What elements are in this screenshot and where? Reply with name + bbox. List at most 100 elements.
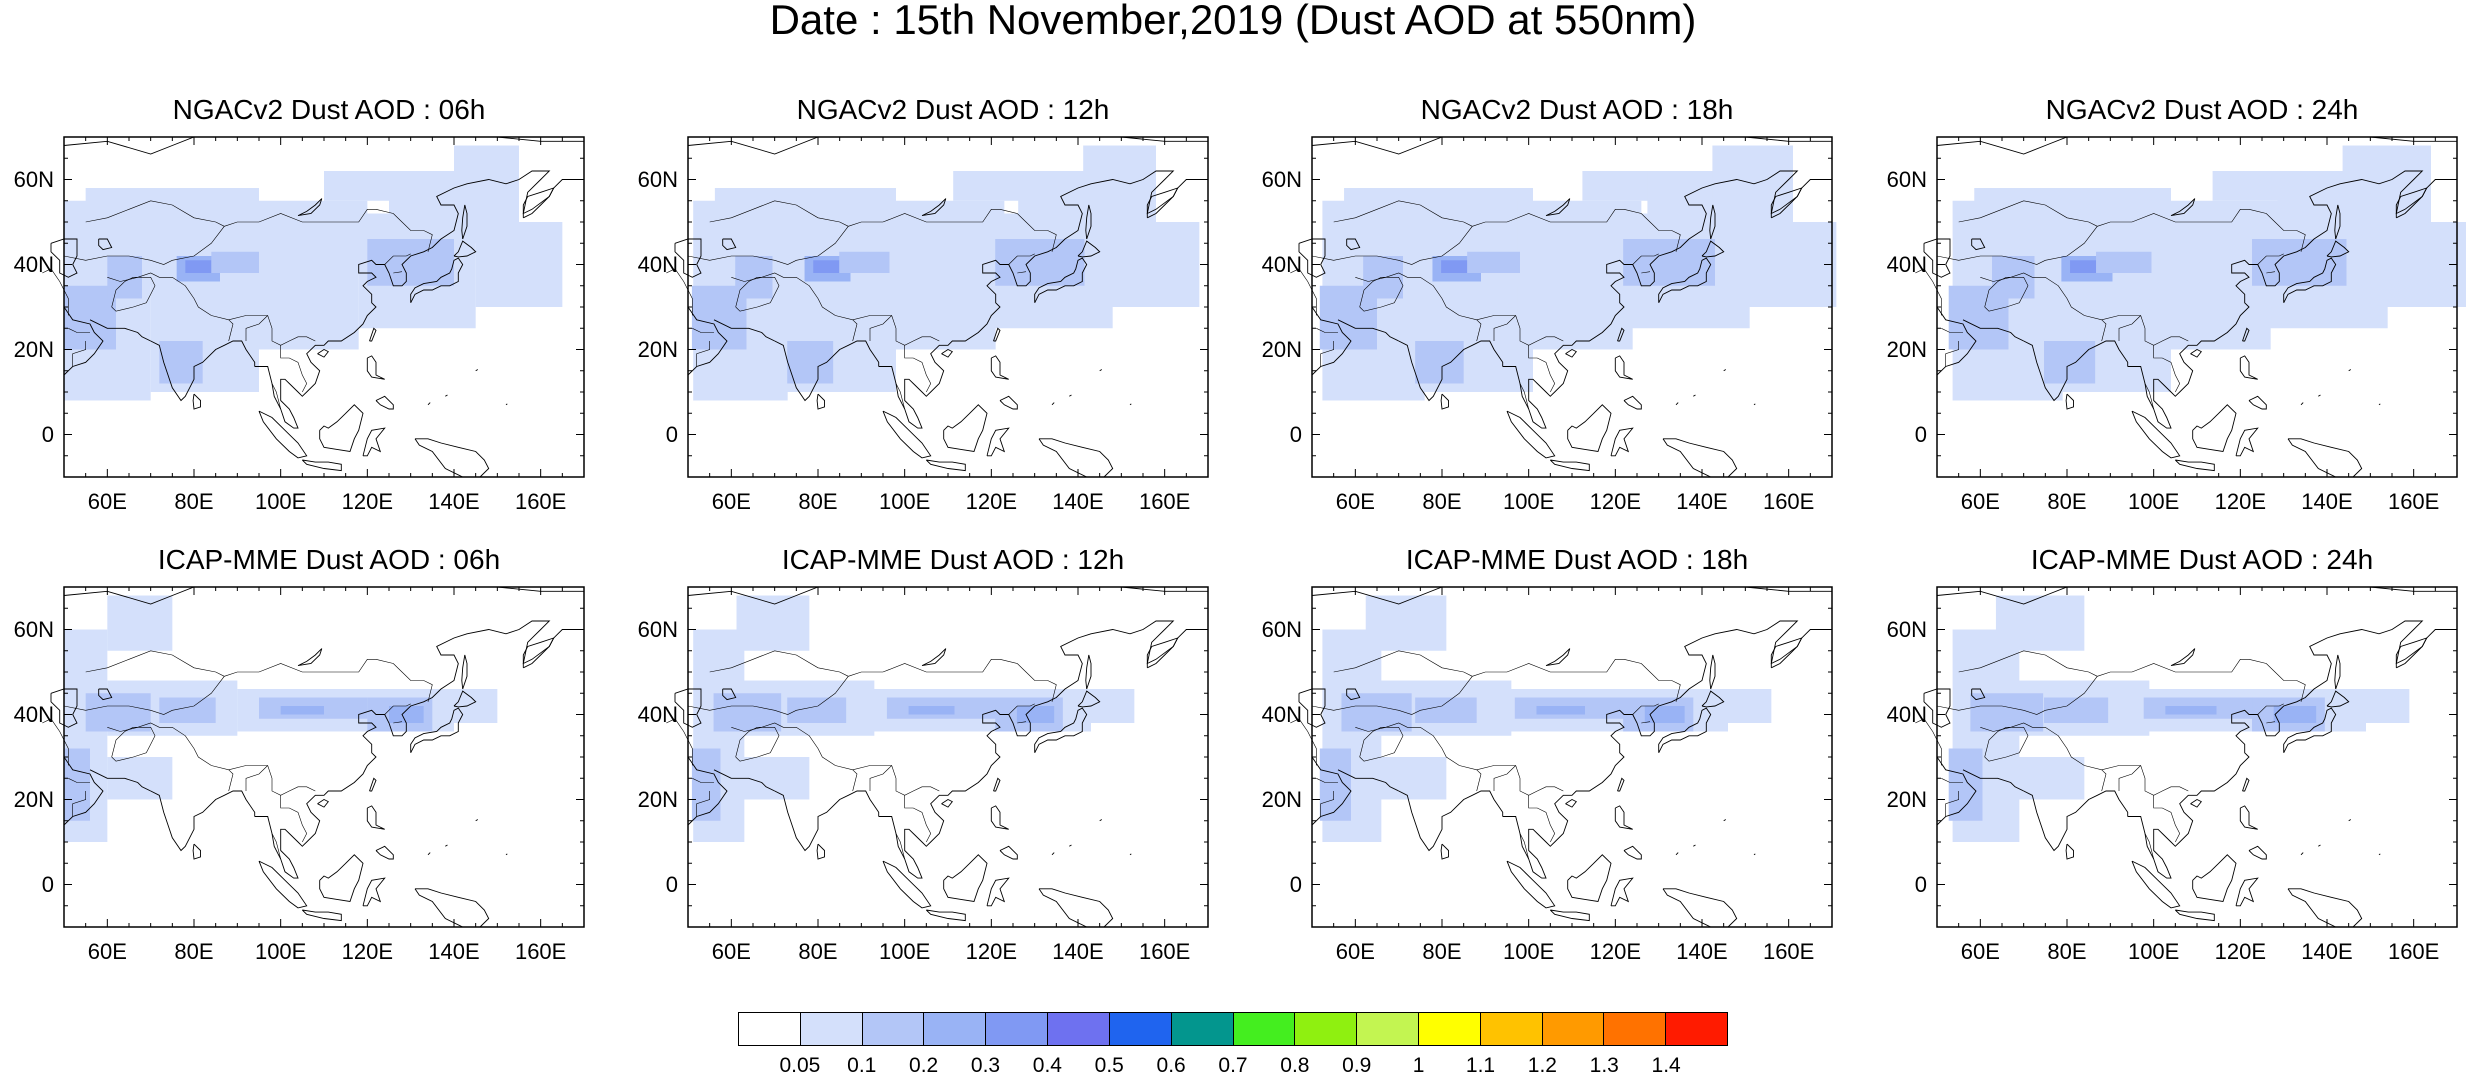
country-border: [1641, 721, 1651, 724]
longitude-label: 160E: [514, 489, 567, 514]
latitude-label: 20N: [1886, 786, 1927, 812]
coastline: [2131, 410, 2181, 459]
country-border: [1333, 650, 1473, 677]
country-border: [1528, 795, 1556, 843]
longitude-label: 140E: [1676, 489, 1728, 514]
country-border: [1980, 272, 2189, 346]
coastline: [2334, 204, 2341, 240]
longitude-label: 160E: [2387, 939, 2440, 964]
longitude-label: 100E: [1502, 489, 1555, 514]
country-border: [904, 345, 932, 393]
country-border: [1359, 277, 1404, 312]
coastline: [1398, 340, 1504, 402]
map-panel: NGACv2 Dust AOD : 12h 60N 40N 20N 0 60E 80E 100…: [638, 93, 1218, 523]
longitude-label: 140E: [2301, 489, 2353, 514]
figure-title: Date : 15th November,2019 (Dust AOD at 5…: [769, 0, 1697, 43]
aod-shading: [1319, 748, 1351, 821]
country-border: [68, 328, 90, 333]
coastline: [1346, 238, 1361, 251]
longitude-label: 60E: [1335, 939, 1375, 964]
colorbar: [738, 1012, 1728, 1046]
coastline: [301, 459, 342, 472]
coastline: [943, 404, 988, 453]
country-border: [852, 319, 858, 342]
country-border: [72, 341, 87, 367]
longitude-label: 60E: [87, 939, 127, 964]
aod-shading: [107, 595, 173, 651]
coastline: [1971, 688, 1986, 701]
longitude-label: 80E: [2047, 489, 2087, 514]
aod-shading: [1415, 341, 1464, 384]
coastline: [1623, 845, 1642, 860]
coastline: [1506, 860, 1556, 909]
latitude-label: 60N: [637, 616, 678, 642]
colorbar-label: 1.2: [1527, 1054, 1557, 1077]
aod-shading: [367, 239, 454, 286]
coastline: [2287, 888, 2363, 928]
aod-shading: [787, 341, 834, 384]
latitude-label: 40N: [13, 701, 54, 727]
longitude-label: 100E: [2127, 489, 2180, 514]
longitude-label: 120E: [965, 489, 1018, 514]
aod-shading: [2342, 145, 2431, 201]
coastline: [1675, 402, 1679, 406]
aod-shading: [691, 748, 721, 821]
coastline: [1398, 790, 1504, 852]
coastline: [1298, 688, 1326, 728]
coastline: [2023, 340, 2129, 402]
coastline: [2239, 805, 2258, 830]
aod-shading: [1948, 748, 1983, 821]
panel-title: NGACv2 Dust AOD : 06h: [172, 94, 486, 125]
aod-shading: [2070, 260, 2104, 273]
coastline: [1753, 853, 1756, 856]
latitude-label: 60N: [13, 166, 54, 192]
coastline: [1658, 257, 1712, 304]
aod-shading: [1712, 689, 1772, 723]
coastline: [1723, 819, 1727, 822]
coastline: [505, 853, 508, 856]
coastline: [1545, 648, 1571, 667]
panel-title: ICAP-MME Dust AOD : 24h: [2030, 544, 2374, 575]
longitude-label: 160E: [2387, 489, 2440, 514]
longitude-label: 60E: [1960, 489, 2000, 514]
latitude-label: 20N: [637, 786, 678, 812]
dust-aod-map: [42, 136, 585, 478]
colorbar-swatch: [1171, 1013, 1234, 1045]
country-border: [1984, 727, 2029, 762]
coastline: [1129, 403, 1132, 406]
longitude-label: 80E: [1422, 489, 1462, 514]
country-border: [1316, 778, 1338, 783]
colorbar-swatch: [739, 1013, 801, 1045]
coastline: [1936, 756, 1977, 826]
country-border: [384, 253, 411, 265]
country-border: [666, 268, 693, 316]
longitude-label: 80E: [174, 939, 214, 964]
country-border: [42, 718, 69, 766]
longitude-label: 160E: [1762, 939, 1815, 964]
coastline: [986, 877, 1010, 907]
coastline: [1311, 306, 1352, 376]
coastline: [921, 648, 947, 667]
longitude-label: 80E: [174, 489, 214, 514]
dust-aod-map: [666, 136, 1209, 478]
colorbar-label: 0.7: [1218, 1054, 1248, 1077]
aod-shading: [185, 260, 212, 273]
colorbar-label: 0.4: [1032, 1054, 1062, 1077]
coastline: [369, 327, 377, 342]
coastline: [1077, 240, 1101, 258]
country-border: [72, 791, 87, 817]
colorbar-swatch: [1295, 1013, 1358, 1045]
coastline: [522, 637, 555, 669]
country-border: [895, 833, 905, 860]
country-border: [228, 769, 234, 792]
country-border: [1476, 769, 1482, 792]
latitude-label: 0: [665, 871, 678, 897]
coastline: [362, 427, 386, 457]
coastline: [674, 688, 702, 728]
coastline: [774, 340, 880, 402]
country-border: [1333, 200, 1473, 227]
country-border: [1311, 209, 1681, 265]
coastline: [150, 790, 256, 852]
coastline: [369, 777, 377, 792]
coastline: [1658, 707, 1712, 754]
